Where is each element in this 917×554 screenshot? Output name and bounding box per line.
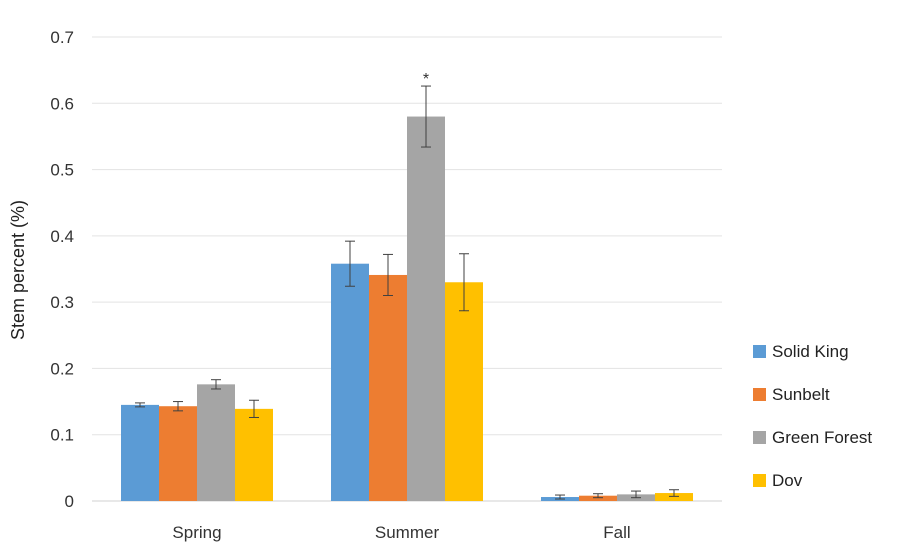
legend-label: Green Forest	[772, 428, 872, 447]
error-bar	[173, 401, 183, 412]
bar-summer-dov	[445, 282, 483, 501]
bar-fall-sunbelt	[579, 495, 617, 501]
legend-label: Sunbelt	[772, 385, 830, 404]
y-axis-title: Stem percent (%)	[8, 200, 28, 340]
y-tick-label: 0	[65, 492, 74, 511]
error-bar	[421, 85, 431, 148]
x-tick-label: Spring	[172, 523, 221, 542]
legend-swatch	[753, 474, 766, 487]
x-tick-label: Fall	[603, 523, 630, 542]
legend-item: Green Forest	[753, 428, 872, 447]
error-bar	[383, 253, 393, 297]
y-tick-label: 0.3	[50, 293, 74, 312]
bar-fall-dov	[655, 493, 693, 501]
y-tick-label: 0.1	[50, 426, 74, 445]
legend-label: Solid King	[772, 342, 849, 361]
legend-swatch	[753, 431, 766, 444]
y-tick-label: 0.4	[50, 227, 74, 246]
x-axis-tick-labels: Spring Summer Fall	[172, 523, 630, 542]
error-bar	[631, 490, 641, 499]
error-bar	[345, 240, 355, 287]
legend-swatch	[753, 345, 766, 358]
error-bars	[135, 85, 679, 500]
legend: Solid King Sunbelt Green Forest Dov	[753, 342, 872, 490]
error-bar	[669, 489, 679, 497]
x-tick-label: Summer	[375, 523, 440, 542]
y-tick-label: 0.7	[50, 28, 74, 47]
y-axis-tick-labels: 0 0.1 0.2 0.3 0.4 0.5 0.6 0.7	[50, 28, 74, 511]
legend-label: Dov	[772, 471, 803, 490]
bar-summer-sunbelt	[369, 274, 407, 501]
y-tick-label: 0.2	[50, 359, 74, 378]
bar-spring-solid-king	[121, 404, 159, 501]
significance-mark: *	[423, 71, 429, 88]
bar-spring-green-forest	[197, 384, 235, 501]
annotations: *	[423, 71, 429, 88]
error-bar	[135, 402, 145, 408]
bar-summer-solid-king	[331, 263, 369, 501]
legend-item: Sunbelt	[753, 385, 830, 404]
error-bar	[593, 493, 603, 499]
y-tick-label: 0.6	[50, 94, 74, 113]
bar-summer-green-forest	[407, 116, 445, 502]
error-bar	[459, 253, 469, 312]
bar-spring-dov	[235, 408, 273, 501]
error-bar	[249, 399, 259, 418]
legend-item: Solid King	[753, 342, 849, 361]
legend-item: Dov	[753, 471, 803, 490]
error-bar	[555, 494, 565, 500]
bars	[121, 116, 693, 502]
bar-spring-sunbelt	[159, 406, 197, 501]
y-tick-label: 0.5	[50, 161, 74, 180]
error-bar	[211, 379, 221, 390]
legend-swatch	[753, 388, 766, 401]
